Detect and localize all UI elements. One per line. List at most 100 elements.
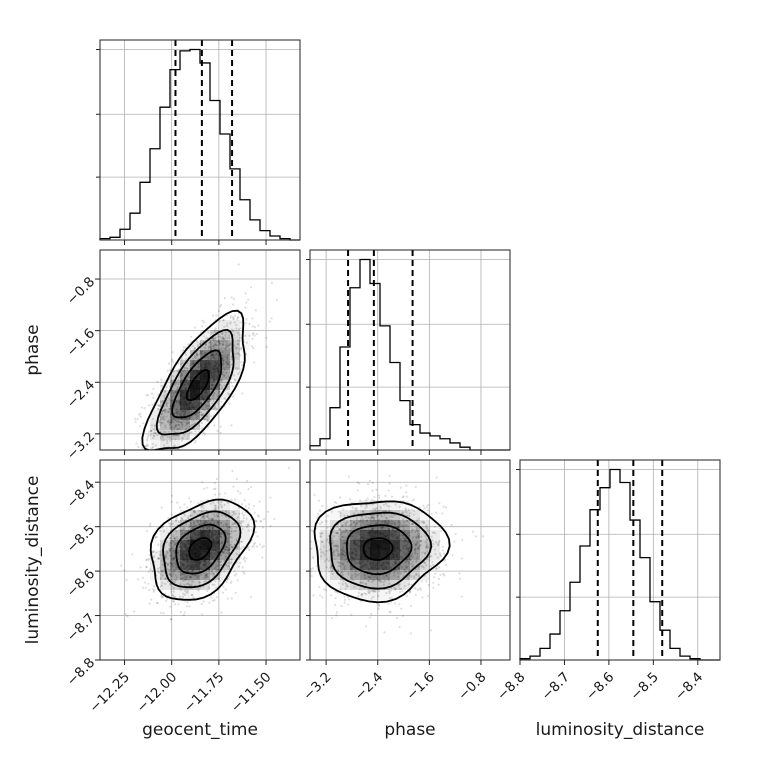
sample-point bbox=[172, 557, 176, 560]
sample-point bbox=[223, 369, 226, 372]
sample-point bbox=[225, 371, 228, 374]
sample-point bbox=[133, 451, 135, 453]
sample-point bbox=[389, 571, 392, 575]
sample-point bbox=[217, 338, 220, 341]
sample-point bbox=[425, 524, 428, 527]
sample-point bbox=[445, 563, 448, 567]
sample-point bbox=[322, 545, 326, 548]
sample-point bbox=[215, 340, 218, 343]
sample-point bbox=[182, 370, 185, 373]
sample-point bbox=[460, 557, 463, 560]
sample-point bbox=[236, 316, 240, 319]
sample-point bbox=[388, 592, 391, 595]
sample-point bbox=[186, 569, 189, 573]
sample-point bbox=[169, 547, 172, 551]
sample-point bbox=[187, 343, 190, 346]
sample-point bbox=[335, 531, 338, 534]
sample-point bbox=[234, 314, 237, 317]
x-tick-label: −1.6 bbox=[403, 669, 437, 703]
sample-point bbox=[200, 504, 203, 507]
sample-point bbox=[374, 508, 377, 512]
density-cell bbox=[240, 510, 250, 520]
sample-point bbox=[378, 578, 381, 581]
sample-point bbox=[243, 572, 246, 575]
sample-point bbox=[394, 503, 397, 506]
sample-point bbox=[405, 566, 408, 569]
sample-point bbox=[339, 571, 342, 574]
sample-point bbox=[233, 543, 236, 546]
sample-point bbox=[206, 486, 209, 489]
sample-point bbox=[160, 569, 163, 572]
sample-point bbox=[158, 404, 161, 407]
sample-point bbox=[168, 549, 171, 552]
sample-point bbox=[441, 512, 444, 515]
sample-point bbox=[199, 399, 202, 402]
sample-point bbox=[364, 506, 367, 510]
density-cell bbox=[190, 560, 200, 570]
density-cell bbox=[420, 570, 430, 580]
sample-point bbox=[382, 583, 385, 586]
sample-point bbox=[254, 519, 257, 523]
sample-point bbox=[368, 589, 371, 592]
sample-point bbox=[198, 353, 201, 356]
sample-point bbox=[230, 580, 233, 583]
sample-point bbox=[338, 561, 341, 564]
sample-point bbox=[165, 403, 168, 407]
sample-point bbox=[164, 577, 168, 580]
sample-point bbox=[411, 499, 414, 502]
sample-point bbox=[229, 343, 232, 346]
density-cell bbox=[360, 560, 370, 570]
sample-point bbox=[221, 337, 224, 340]
sample-point bbox=[214, 580, 217, 583]
sample-point bbox=[236, 367, 239, 370]
sample-point bbox=[416, 546, 419, 549]
sample-point bbox=[196, 358, 199, 361]
sample-point bbox=[225, 581, 228, 584]
sample-point bbox=[211, 518, 214, 521]
density-cell bbox=[400, 570, 410, 580]
sample-point bbox=[180, 361, 183, 364]
sample-point bbox=[357, 520, 360, 523]
sample-point bbox=[401, 512, 404, 515]
sample-point bbox=[194, 356, 197, 359]
sample-point bbox=[172, 421, 175, 424]
sample-point bbox=[410, 565, 413, 568]
density-cell bbox=[350, 520, 360, 530]
sample-point bbox=[185, 423, 189, 426]
sample-point bbox=[177, 603, 180, 606]
sample-point bbox=[239, 361, 242, 364]
sample-point bbox=[351, 574, 354, 577]
sample-point bbox=[364, 577, 367, 580]
sample-point bbox=[412, 513, 415, 516]
sample-point bbox=[141, 586, 144, 589]
sample-point bbox=[203, 515, 206, 518]
sample-point bbox=[336, 525, 339, 529]
sample-point bbox=[411, 523, 414, 526]
sample-point bbox=[251, 333, 254, 336]
sample-point bbox=[330, 539, 333, 542]
sample-point bbox=[403, 569, 406, 572]
sample-point bbox=[176, 428, 179, 431]
sample-point bbox=[390, 597, 394, 600]
sample-point bbox=[207, 348, 210, 351]
sample-point bbox=[342, 508, 345, 511]
sample-point bbox=[393, 513, 396, 517]
sample-point bbox=[269, 525, 272, 528]
sample-point bbox=[192, 423, 195, 426]
sample-point bbox=[171, 579, 174, 582]
sample-point bbox=[371, 498, 374, 501]
sample-point bbox=[152, 550, 155, 553]
sample-point bbox=[140, 451, 142, 453]
sample-point bbox=[416, 552, 419, 556]
sample-point bbox=[433, 548, 436, 551]
sample-point bbox=[185, 537, 188, 540]
sample-point bbox=[171, 546, 174, 549]
sample-point bbox=[148, 557, 151, 561]
sample-point bbox=[425, 550, 429, 553]
sample-point bbox=[208, 518, 211, 521]
sample-point bbox=[178, 374, 181, 377]
sample-point bbox=[152, 465, 154, 467]
sample-point bbox=[213, 567, 216, 570]
sample-point bbox=[243, 560, 247, 563]
sample-point bbox=[171, 494, 174, 497]
